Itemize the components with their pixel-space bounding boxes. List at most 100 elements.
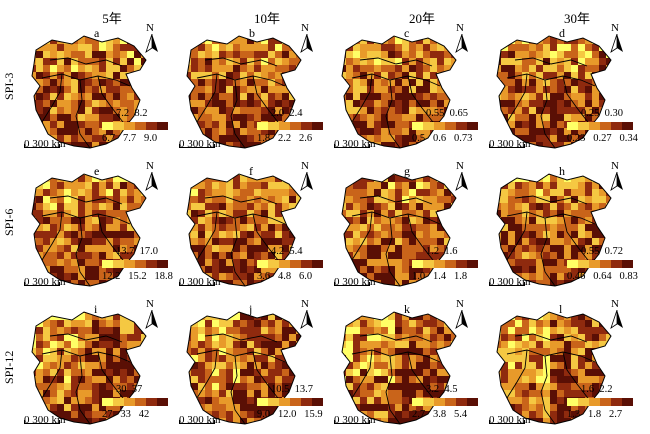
- north-label: N: [611, 298, 619, 310]
- scale-label: 0 300 km: [334, 414, 376, 426]
- map-panel-b: b N 0 300 km 2.0 2.4 1.8 2.2 2.6: [177, 22, 337, 158]
- scale-label: 0 300 km: [179, 138, 221, 150]
- map-panel-h: h N 0 300 km 0.55 0.72 0.46 0.64 0.83: [487, 160, 647, 296]
- map-panel-i: i N 0 300 km 30 37 27 33 42: [22, 298, 182, 434]
- panel-label: c: [404, 26, 410, 40]
- legend-top-value: 1.6: [444, 246, 458, 257]
- north-label: N: [456, 298, 464, 310]
- legend-top-value: 30: [116, 384, 127, 395]
- scale-label: 0 300 km: [334, 138, 376, 150]
- scale-label: 0 300 km: [179, 276, 221, 288]
- legend-top-value: 2.2: [599, 384, 613, 395]
- scale-bar: 0 300 km: [334, 276, 376, 288]
- column-header-30yr: 30年: [563, 11, 590, 26]
- legend-bottom-value: 42: [138, 409, 150, 420]
- panel-label: l: [559, 302, 563, 316]
- map-b: [186, 35, 302, 149]
- legend-bottom-value: 6.0: [299, 271, 313, 282]
- legend-bottom-value: 1.0: [412, 271, 426, 282]
- legend-bottom-value: 6.7: [102, 133, 116, 144]
- north-label: N: [456, 22, 464, 34]
- row-header-spi6: SPI-6: [2, 208, 16, 236]
- map-g: [341, 173, 457, 287]
- north-label: N: [146, 298, 154, 310]
- map-panel-g: g N 0 300 km 1.2 1.6 1.0 1.4 1.8: [332, 160, 492, 296]
- column-header-20yr: 20年: [408, 11, 435, 26]
- north-arrow-icon: N: [299, 298, 315, 329]
- map-k: [341, 311, 457, 425]
- legend-top-value: 8.2: [134, 108, 148, 119]
- figure: 5年 10年 20年 30年 SPI-3 SPI-6 SPI-12 a N 0 30…: [2, 11, 647, 426]
- scale-label: 0 300 km: [24, 414, 66, 426]
- legend-bottom-value: 0.46: [567, 271, 586, 282]
- legend-bottom-value: 0.73: [454, 133, 473, 144]
- scale-label: 0 300 km: [24, 276, 66, 288]
- legend-top-value: 0.55: [581, 246, 600, 257]
- scale-label: 0 300 km: [334, 276, 376, 288]
- scale-bar: 0 300 km: [489, 276, 531, 288]
- map-c: [341, 35, 457, 149]
- color-ramp: [412, 260, 478, 268]
- panel-label: a: [94, 26, 100, 40]
- scale-label: 0 300 km: [489, 276, 531, 288]
- north-label: N: [146, 160, 154, 172]
- legend-bottom-value: 3.6: [257, 271, 271, 282]
- north-arrow-icon: N: [609, 22, 625, 53]
- legend-bottom-value: 5.4: [454, 409, 468, 420]
- color-ramp: [102, 398, 168, 406]
- legend-bottom-value: 3.8: [433, 409, 447, 420]
- map-h: [496, 173, 612, 287]
- color-ramp: [257, 122, 323, 130]
- legend-bottom-value: 1.8: [454, 271, 468, 282]
- legend-top-value: 37: [131, 384, 143, 395]
- panel-label: j: [249, 302, 253, 316]
- legend-top-value: 10.5: [271, 384, 290, 395]
- panel-label: b: [249, 26, 255, 40]
- legend-top-value: 1.2: [426, 246, 440, 257]
- legend-bottom-value: 18.8: [154, 271, 173, 282]
- row-header-spi12: SPI-12: [2, 350, 16, 384]
- north-label: N: [611, 160, 619, 172]
- column-header-10yr: 10年: [253, 11, 280, 26]
- scale-bar: 0 300 km: [334, 138, 376, 150]
- north-label: N: [146, 22, 154, 34]
- legend-top-value: 0.72: [604, 246, 623, 257]
- legend-bottom-value: 9.0: [257, 409, 271, 420]
- legend-top-value: 13.7: [294, 384, 313, 395]
- legend-bottom-value: 15.2: [128, 271, 147, 282]
- legend-bottom-value: 0.27: [593, 133, 612, 144]
- legend-bottom-value: 12.0: [278, 409, 297, 420]
- legend-bottom-value: 2.7: [609, 409, 623, 420]
- north-arrow-icon: N: [609, 160, 625, 191]
- scale-label: 0 300 km: [179, 414, 221, 426]
- color-ramp: [102, 122, 168, 130]
- color-ramp: [567, 260, 633, 268]
- row-header-spi3: SPI-3: [2, 72, 16, 100]
- legend-bottom-value: 1.8: [588, 409, 602, 420]
- legend-top-value: 4.2: [271, 246, 285, 257]
- panel-label: i: [94, 302, 98, 316]
- legend-bottom-value: 33: [120, 409, 131, 420]
- north-arrow-icon: N: [299, 160, 315, 191]
- color-ramp: [257, 398, 323, 406]
- north-arrow-icon: N: [609, 298, 625, 329]
- legend-top-value: 17.0: [139, 246, 158, 257]
- panel-label: h: [559, 164, 565, 178]
- north-arrow-icon: N: [454, 298, 470, 329]
- north-label: N: [301, 298, 309, 310]
- scale-bar: 0 300 km: [489, 414, 531, 426]
- legend-bottom-value: 4.8: [278, 271, 292, 282]
- legend-top-value: 13.7: [116, 246, 135, 257]
- color-ramp: [257, 260, 323, 268]
- north-arrow-icon: N: [144, 298, 160, 329]
- map-panel-k: k N 0 300 km 3.2 4.5 2.7 3.8 5.4: [332, 298, 492, 434]
- legend-top-value: 7.2: [116, 108, 130, 119]
- legend-bottom-value: 2.7: [412, 409, 426, 420]
- legend-top-value: 4.5: [444, 384, 458, 395]
- legend-top-value: 0.65: [449, 108, 468, 119]
- legend-bottom-value: 12.2: [102, 271, 121, 282]
- map-panel-d: d N 0 300 km 0.25 0.30 0.23 0.27 0.34: [487, 22, 647, 158]
- map-panel-a: a N 0 300 km 7.2 8.2 6.7 7.7 9.0: [22, 22, 182, 158]
- legend-bottom-value: 0.34: [619, 133, 638, 144]
- legend-top-value: 5.4: [289, 246, 303, 257]
